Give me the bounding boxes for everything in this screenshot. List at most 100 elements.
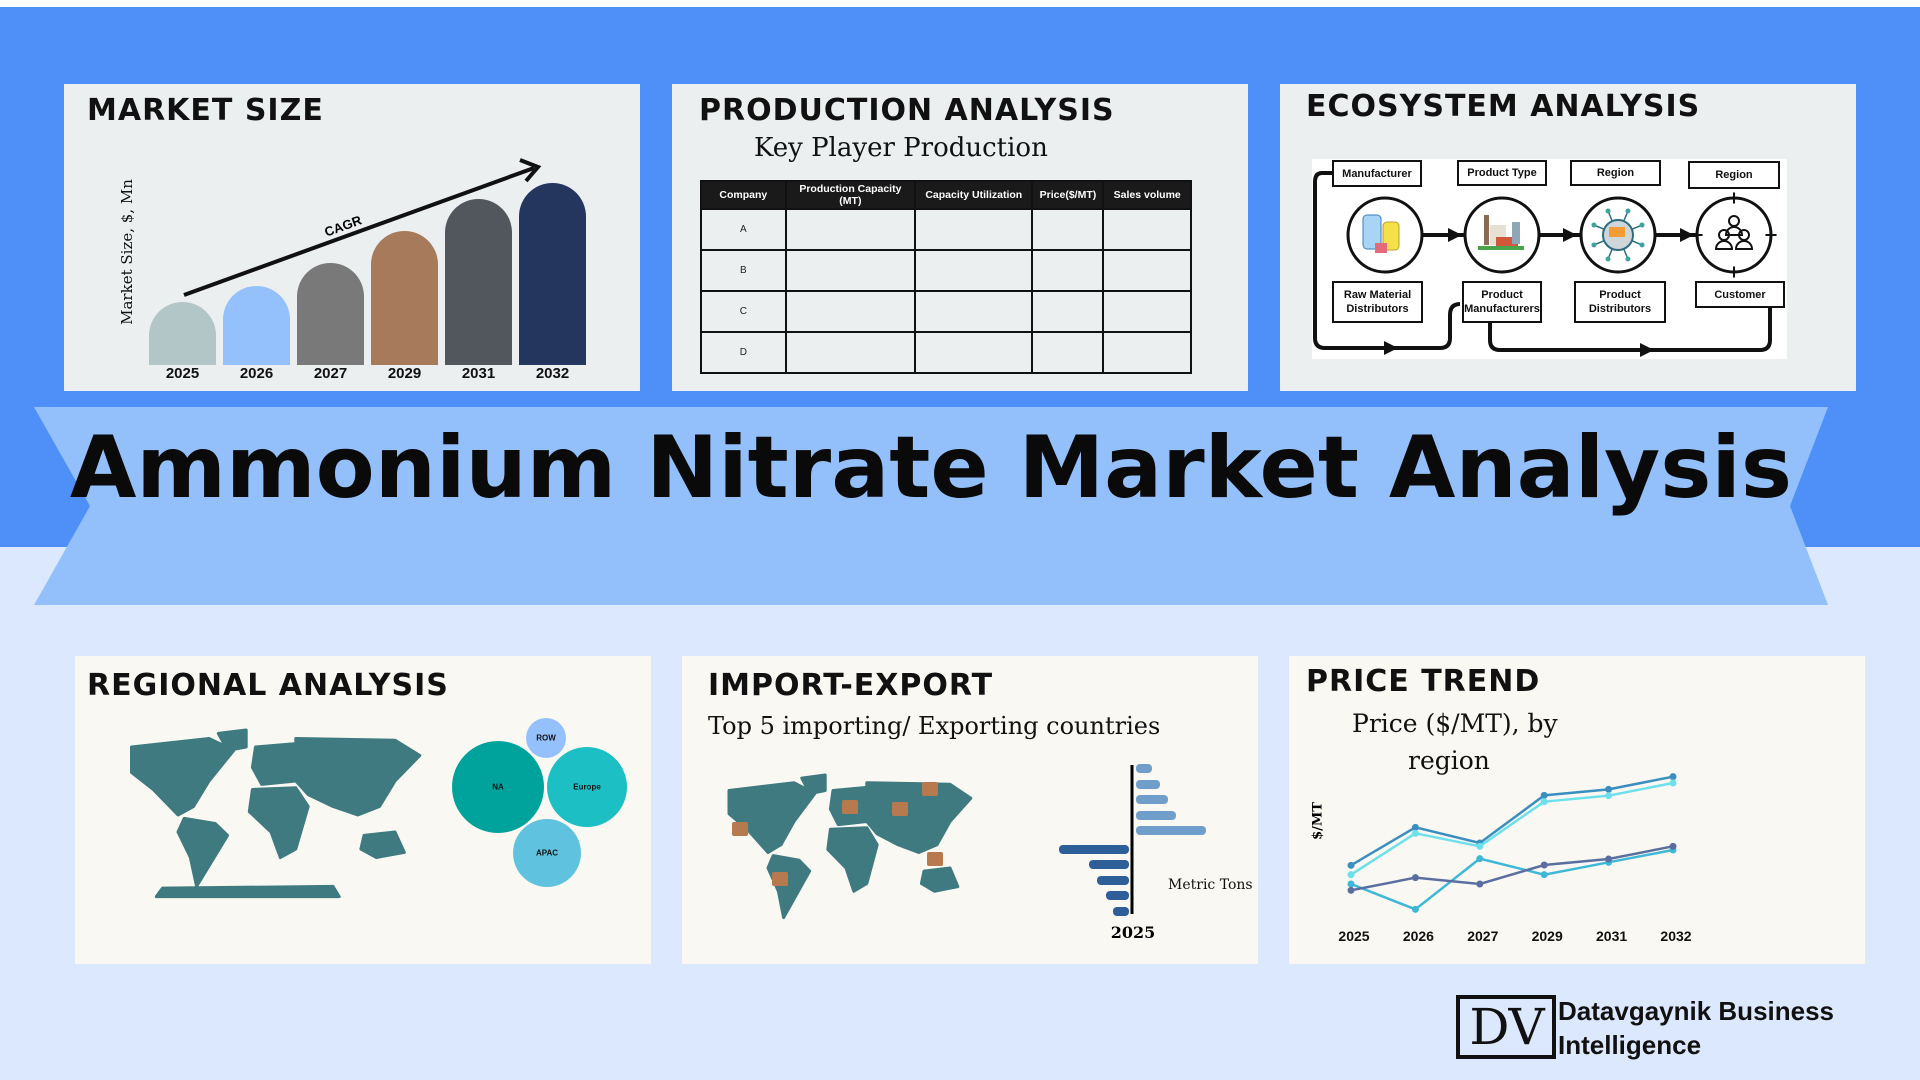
label-region: Region <box>1688 161 1780 189</box>
price-point <box>1411 823 1419 831</box>
column-header: Capacity Utilization <box>914 180 1034 210</box>
region-bubble-label: ROW <box>536 733 556 743</box>
empty-cell <box>1102 208 1192 251</box>
company-cell: C <box>700 290 787 333</box>
continent-africa <box>826 826 879 893</box>
price-point <box>1411 905 1419 913</box>
market-year-label: 2026 <box>239 365 274 382</box>
empty-cell <box>784 249 917 292</box>
continent-greenland <box>216 728 248 752</box>
title-ribbon <box>34 407 1828 605</box>
price-point <box>1411 874 1419 882</box>
region-bubble <box>513 819 581 887</box>
cargo-box-icon <box>732 822 748 836</box>
price-year-label: 2029 <box>1531 928 1563 944</box>
empty-cell <box>1031 331 1105 374</box>
empty-cell <box>914 290 1034 333</box>
empty-cell <box>1102 249 1192 292</box>
price-point <box>1605 855 1613 863</box>
market-year-label: 2027 <box>313 365 348 382</box>
price-point <box>1540 791 1548 799</box>
empty-cell <box>914 208 1034 251</box>
empty-cell <box>1031 290 1105 333</box>
empty-cell <box>784 290 917 333</box>
factory-icon <box>1463 196 1541 274</box>
logo-line2: Intelligence <box>1558 1030 1702 1060</box>
logo-line1: Datavgaynik Business <box>1558 996 1835 1026</box>
table-header-row: Company Production Capacity (MT) Capacit… <box>700 180 1192 210</box>
top-strip <box>0 0 1920 7</box>
price-point <box>1540 861 1548 869</box>
cargo-box-icon <box>892 802 908 816</box>
price-point <box>1669 842 1677 850</box>
price-trend-subtitle-line2: region <box>1408 746 1490 775</box>
price-point <box>1411 829 1419 837</box>
price-year-label: 2031 <box>1596 928 1628 944</box>
region-bubble <box>526 718 566 758</box>
column-header: Company <box>700 180 787 210</box>
ecosystem-heading: ECOSYSTEM ANALYSIS <box>1306 89 1701 124</box>
flow-line-raw-to-manufacturers <box>1313 171 1461 350</box>
cargo-box-icon <box>922 782 938 796</box>
import-export-bar <box>1059 845 1129 854</box>
empty-cell <box>914 331 1034 374</box>
company-cell: A <box>700 208 787 251</box>
label-product-type: Product Type <box>1457 160 1547 186</box>
arrowhead-icon <box>1680 228 1694 242</box>
market-size-bar <box>519 183 586 365</box>
price-point <box>1605 785 1613 793</box>
market-size-bar <box>371 230 438 365</box>
continent-north-america <box>130 737 236 817</box>
logo-box <box>1456 995 1556 1059</box>
price-point <box>1669 779 1677 787</box>
market-year-label: 2031 <box>461 365 496 382</box>
empty-cell <box>1102 290 1192 333</box>
price-year-label: 2025 <box>1338 928 1370 944</box>
customer-group-icon <box>1691 192 1777 278</box>
distribution-truck-icon <box>1579 196 1657 274</box>
logo-text: Datavgaynik Business Intelligence <box>1558 994 1834 1062</box>
page-title: Ammonium Nitrate Market Analysis <box>69 418 1793 518</box>
price-line <box>1350 781 1674 876</box>
market-size-bar <box>223 286 290 365</box>
price-point <box>1347 861 1355 869</box>
column-header: Price($/MT) <box>1031 180 1105 210</box>
price-year-label: 2027 <box>1467 928 1499 944</box>
region-bubble-label: Europe <box>573 782 601 792</box>
flow-arrowheads <box>1384 228 1694 357</box>
label-manufacturer: Manufacturer <box>1332 160 1422 187</box>
label-product-distributors: Product Distributors <box>1574 281 1666 323</box>
market-year-label: 2029 <box>387 365 422 382</box>
price-line <box>1350 775 1674 867</box>
continent-south-america <box>766 854 812 920</box>
import-export-bar <box>1097 876 1129 885</box>
import-export-heading: IMPORT-EXPORT <box>708 668 994 703</box>
empty-cell <box>1031 249 1105 292</box>
regional-heading: REGIONAL ANALYSIS <box>87 668 449 703</box>
label-product-manufacturers: Product Manufacturers <box>1462 281 1542 323</box>
flow-line-manufacturers-to-customer <box>1488 308 1772 352</box>
price-point <box>1605 792 1613 800</box>
company-cell: D <box>700 331 787 374</box>
import-export-subtitle: Top 5 importing/ Exporting countries <box>708 712 1161 740</box>
production-subtitle: Key Player Production <box>754 133 1048 163</box>
arrowhead-icon <box>1448 228 1462 242</box>
continent-europe <box>250 742 298 786</box>
production-heading: PRODUCTION ANALYSIS <box>699 93 1115 128</box>
price-year-label: 2026 <box>1402 928 1434 944</box>
empty-cell <box>784 208 917 251</box>
import-export-bar <box>1089 860 1129 869</box>
price-point <box>1476 842 1484 850</box>
continent-south-america <box>176 816 230 888</box>
price-point <box>1540 798 1548 806</box>
world-map <box>727 773 973 920</box>
market-size-bar <box>296 263 364 365</box>
logo-mark: DV <box>1469 998 1545 1056</box>
column-header: Sales volume <box>1102 180 1192 210</box>
price-trend-subtitle-line1: Price ($/MT), by <box>1352 709 1558 738</box>
continent-north-america <box>727 781 817 854</box>
import-export-bar <box>1136 780 1160 789</box>
label-raw-material-distributors: Raw Material Distributors <box>1332 281 1423 323</box>
table-row: C <box>700 290 1192 333</box>
